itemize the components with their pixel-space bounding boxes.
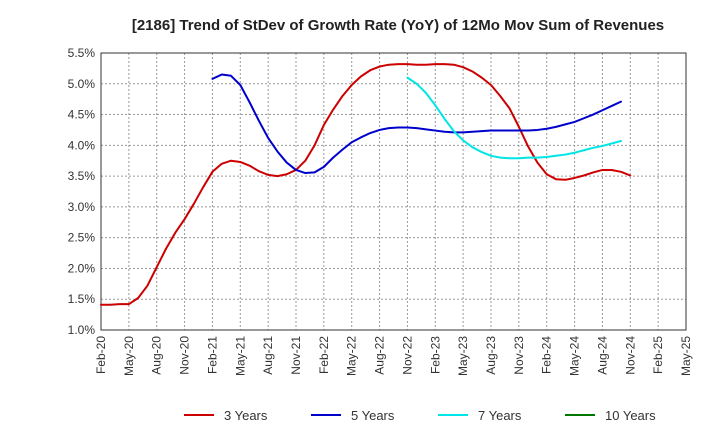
y-tick-label: 3.5%: [68, 169, 96, 183]
x-tick-label: Nov-23: [512, 336, 526, 375]
legend-label: 3 Years: [224, 408, 268, 423]
x-tick-label: Feb-20: [94, 336, 108, 374]
x-tick-label: Nov-20: [178, 336, 192, 375]
y-tick-label: 2.0%: [68, 261, 96, 275]
x-tick-label: Feb-23: [428, 336, 442, 374]
x-axis: Feb-20 May-20 Aug-20 Nov-20 Feb-21 May-21 Aug-…: [94, 336, 693, 376]
legend-label: 10 Years: [605, 408, 656, 423]
x-tick-label: May-22: [345, 336, 359, 376]
x-tick-label: Aug-20: [150, 336, 164, 375]
y-tick-label: 1.0%: [68, 323, 96, 337]
grid: [100, 52, 687, 331]
x-tick-label: Feb-21: [205, 336, 219, 374]
y-tick-label: 4.0%: [68, 138, 96, 152]
y-axis: 1.0% 1.5% 2.0% 2.5% 3.0% 3.5% 4.0% 4.5% 5.0% 5.5%: [68, 46, 96, 337]
x-tick-label: Feb-24: [540, 336, 554, 374]
x-tick-label: Aug-23: [484, 336, 498, 375]
x-tick-label: Feb-22: [317, 336, 331, 374]
legend-label: 5 Years: [351, 408, 395, 423]
series-line-7-years: [406, 76, 622, 160]
x-tick-label: May-24: [568, 336, 582, 376]
x-tick-label: May-21: [233, 336, 247, 376]
x-tick-label: Nov-24: [623, 336, 637, 375]
series-line-3-years: [100, 63, 632, 306]
x-tick-label: May-20: [122, 336, 136, 376]
x-tick-label: Aug-24: [595, 336, 609, 375]
y-tick-label: 1.5%: [68, 292, 96, 306]
x-tick-label: Nov-21: [289, 336, 303, 375]
series-line-5-years: [211, 73, 622, 175]
legend: 3 Years 5 Years 7 Years 10 Years: [184, 408, 656, 423]
y-tick-label: 4.5%: [68, 108, 96, 122]
x-tick-label: May-23: [456, 336, 470, 376]
x-tick-label: Nov-22: [400, 336, 414, 375]
series-lines: [100, 63, 632, 306]
y-tick-label: 2.5%: [68, 231, 96, 245]
y-tick-label: 5.0%: [68, 77, 96, 91]
x-tick-label: Feb-25: [651, 336, 665, 374]
plot-area: [100, 52, 687, 331]
x-tick-label: Aug-21: [261, 336, 275, 375]
x-tick-label: May-25: [679, 336, 693, 376]
y-tick-label: 5.5%: [68, 46, 96, 60]
y-tick-label: 3.0%: [68, 200, 96, 214]
legend-label: 7 Years: [478, 408, 522, 423]
chart-title: [2186] Trend of StDev of Growth Rate (Yo…: [132, 17, 664, 34]
x-tick-label: Aug-22: [373, 336, 387, 375]
